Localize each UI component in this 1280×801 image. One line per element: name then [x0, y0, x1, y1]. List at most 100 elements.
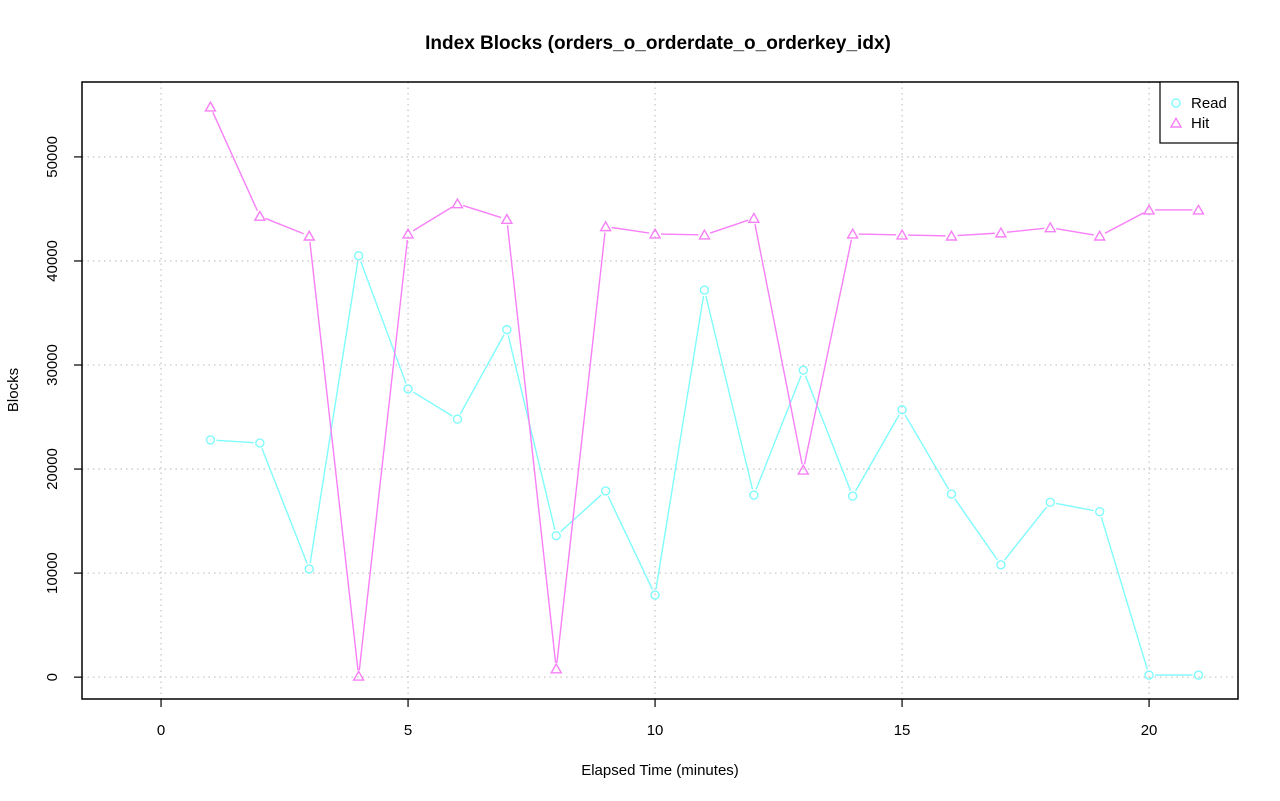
series-segment [507, 335, 556, 530]
series-read [205, 251, 1204, 680]
series-segment [560, 494, 602, 533]
data-point [303, 229, 316, 241]
plot-frame [81, 81, 1239, 700]
series-segment [261, 448, 308, 564]
data-point [1142, 203, 1156, 215]
y-tick-label: 40000 [44, 240, 61, 282]
data-point [747, 212, 761, 224]
data-point [798, 365, 808, 375]
y-tick-label: 0 [44, 673, 61, 681]
series-segment [309, 241, 359, 671]
series-segment [1006, 227, 1045, 233]
data-point [1045, 497, 1055, 508]
series-segment [611, 226, 650, 234]
x-tick-label: 5 [404, 722, 412, 739]
data-point [699, 285, 710, 295]
data-point [994, 226, 1008, 238]
series-segment [459, 334, 505, 415]
series-segment [1004, 506, 1048, 561]
chart-title: Index Blocks (orders_o_orderdate_o_order… [425, 33, 891, 54]
data-point [1044, 221, 1057, 233]
data-point [205, 435, 216, 445]
data-point [502, 324, 512, 335]
legend-marker-read [1171, 98, 1181, 108]
y-axis: 0 10000 20000 30000 40000 50000 [44, 136, 82, 681]
data-point [1094, 507, 1105, 517]
series-segment [265, 217, 304, 235]
data-point [846, 227, 859, 239]
series-segment [412, 206, 453, 232]
legend-label-read: Read [1191, 95, 1227, 112]
series-segment [506, 225, 557, 663]
x-tick-label: 20 [1141, 722, 1158, 739]
series-segment [803, 239, 853, 465]
data-point [204, 100, 217, 112]
legend: Read Hit [1159, 81, 1239, 144]
series-segment [1056, 227, 1094, 236]
data-point [500, 213, 514, 225]
data-point [1093, 229, 1106, 241]
series-segment [216, 439, 254, 444]
data-point [895, 228, 909, 240]
data-point [946, 489, 957, 499]
series-segment [661, 233, 699, 236]
data-point [749, 490, 759, 500]
data-point [401, 227, 415, 239]
series-segment [1056, 502, 1094, 512]
data-point [1193, 670, 1204, 680]
data-point [897, 405, 907, 415]
legend-marker-hit [1169, 116, 1183, 128]
x-tick-label: 15 [894, 722, 911, 739]
data-point [648, 227, 662, 239]
series-segment [1100, 517, 1149, 670]
x-axis: 0 5 10 15 20 [157, 699, 1158, 739]
x-tick-label: 10 [647, 722, 664, 739]
data-point [1192, 203, 1205, 215]
data-point [451, 197, 464, 209]
data-point [847, 491, 858, 501]
data-point [698, 228, 711, 240]
data-point [452, 414, 463, 424]
y-tick-label: 30000 [44, 344, 61, 386]
data-point [551, 530, 561, 541]
data-point [353, 251, 364, 261]
series-segment [954, 498, 999, 561]
series-segment [1104, 212, 1145, 234]
series-segment [655, 295, 705, 590]
data-point [550, 662, 563, 674]
series-segment [462, 204, 502, 219]
data-point [599, 220, 612, 232]
series-segment [855, 414, 900, 492]
series-segment [709, 219, 749, 234]
series-segment [804, 375, 852, 491]
data-point [352, 669, 365, 681]
series-hit [204, 100, 1205, 681]
y-tick-label: 20000 [44, 448, 61, 490]
series-segment [360, 261, 407, 384]
data-point [650, 590, 660, 600]
series-layer [204, 100, 1205, 681]
data-point [253, 210, 267, 221]
grid [82, 82, 1238, 699]
series-segment [705, 295, 754, 490]
series-segment [858, 233, 897, 236]
x-tick-label: 0 [157, 722, 165, 739]
data-point [255, 438, 265, 448]
y-tick-label: 50000 [44, 136, 61, 178]
series-segment [556, 232, 606, 663]
data-point [797, 463, 810, 475]
series-segment [212, 112, 259, 212]
y-tick-label: 10000 [44, 552, 61, 594]
y-axis-label: Blocks [5, 368, 22, 412]
data-point [1144, 670, 1154, 680]
series-segment [607, 496, 654, 590]
legend-box [1159, 81, 1239, 144]
series-segment [904, 414, 950, 490]
legend-label-hit: Hit [1191, 115, 1210, 132]
data-point [996, 560, 1006, 570]
series-segment [309, 261, 359, 564]
data-point [945, 229, 958, 241]
data-point [403, 384, 413, 394]
data-point [600, 486, 611, 496]
